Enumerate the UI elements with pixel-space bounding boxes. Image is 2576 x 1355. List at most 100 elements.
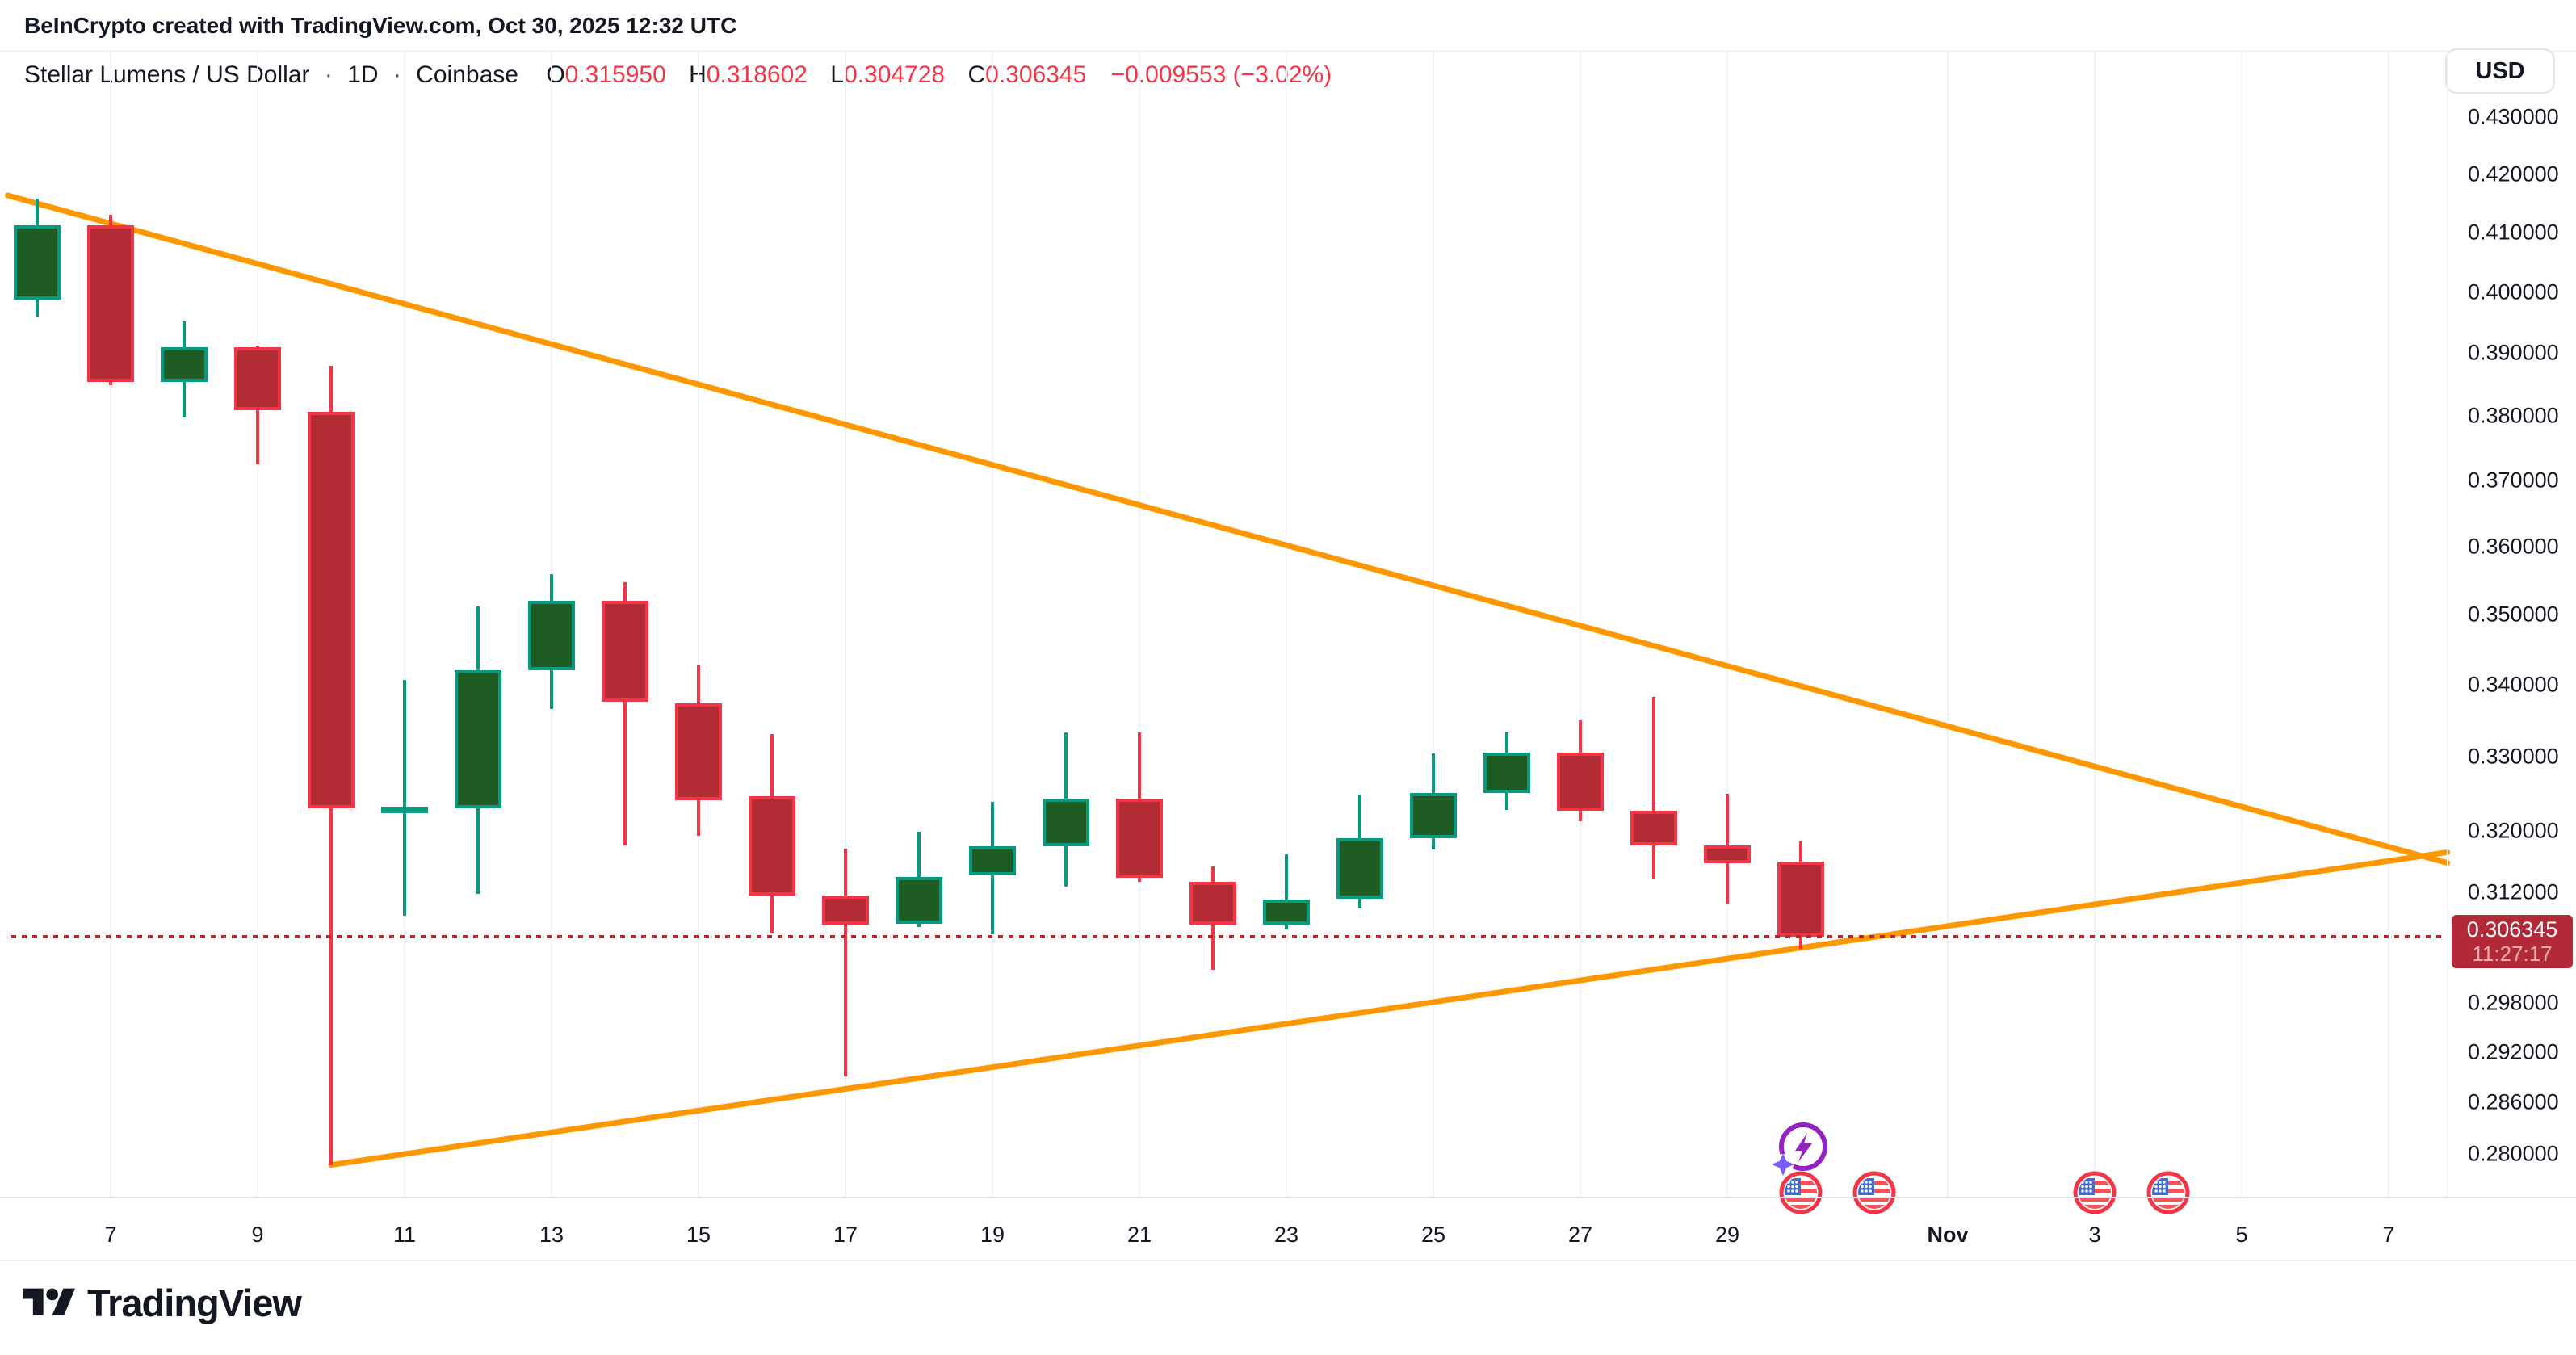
candle-body-oct-8 <box>161 347 208 382</box>
tradingview-logo[interactable]: TradingView <box>23 1281 302 1325</box>
candle-body-oct-18 <box>896 876 942 925</box>
candle-body-oct-22 <box>1189 882 1236 925</box>
candle-body-oct-17 <box>822 895 869 925</box>
candle-body-oct-25 <box>1410 792 1457 838</box>
timeframe-label[interactable]: 1D <box>347 61 379 88</box>
price-tick-label: 0.370000 <box>2468 468 2559 493</box>
time-axis-divider <box>0 1197 2576 1198</box>
candle-wick <box>844 848 847 1076</box>
ohlc-values: O0.315950 H0.318602 L0.304728 C0.306345 … <box>546 61 1332 88</box>
price-tick-label: 0.420000 <box>2468 162 2559 187</box>
high-value: 0.318602 <box>706 61 808 88</box>
change-value: −0.009553 (−3.02%) <box>1110 61 1332 88</box>
exchange-label[interactable]: Coinbase <box>416 61 518 88</box>
open-value: 0.315950 <box>564 61 666 88</box>
symbol-name[interactable]: Stellar Lumens / US Dollar <box>24 61 310 88</box>
date-tick-label-25: 25 <box>1420 1223 1446 1247</box>
vertical-gridline <box>1433 52 1434 1197</box>
date-tick-label-13: 13 <box>539 1223 564 1247</box>
price-tick-label: 0.380000 <box>2468 403 2559 428</box>
vertical-gridline <box>992 52 993 1197</box>
candle-body-oct-26 <box>1483 752 1530 793</box>
candle-wick <box>403 679 406 916</box>
date-tick-label-11: 11 <box>392 1223 417 1247</box>
vertical-gridline <box>110 52 111 1197</box>
vertical-gridline <box>1286 52 1287 1197</box>
candle-wick <box>1652 696 1655 879</box>
vertical-gridline <box>2241 52 2242 1197</box>
price-tick-label: 0.400000 <box>2468 279 2559 304</box>
date-tick-label-7: 7 <box>2382 1223 2395 1247</box>
low-value: 0.304728 <box>843 61 946 88</box>
date-tick-label-23: 23 <box>1273 1223 1299 1247</box>
price-tick-label: 0.292000 <box>2468 1039 2559 1064</box>
date-tick-label-27: 27 <box>1567 1223 1593 1247</box>
date-tick-label-15: 15 <box>686 1223 711 1247</box>
candle-body-oct-23 <box>1263 899 1310 925</box>
descending-resistance-trendline[interactable] <box>5 192 2451 866</box>
separator-dot: · <box>392 61 401 88</box>
vertical-gridline <box>1139 52 1140 1197</box>
date-tick-label-17: 17 <box>833 1223 858 1247</box>
candle-body-oct-20 <box>1043 799 1089 846</box>
date-tick-label-19: 19 <box>980 1223 1005 1247</box>
attribution-text: BeInCrypto created with TradingView.com,… <box>24 13 737 38</box>
price-tick-label: 0.410000 <box>2468 220 2559 245</box>
high-label: H <box>689 61 707 88</box>
candle-body-oct-9 <box>234 347 281 410</box>
price-tick-label: 0.360000 <box>2468 534 2559 559</box>
date-tick-label-7: 7 <box>104 1223 117 1247</box>
price-axis-divider <box>2447 52 2448 1197</box>
candle-body-oct-10 <box>308 412 355 809</box>
symbol-info-row[interactable]: Stellar Lumens / US Dollar · 1D · Coinba… <box>24 61 1332 89</box>
vertical-gridline <box>698 52 699 1197</box>
low-label: L <box>830 61 844 88</box>
candle-body-oct-6 <box>14 224 61 300</box>
candle-body-oct-7 <box>87 224 134 382</box>
price-tick-label: 0.350000 <box>2468 602 2559 627</box>
candle-body-oct-21 <box>1116 799 1163 878</box>
header-divider <box>0 50 2576 52</box>
price-tick-label: 0.320000 <box>2468 818 2559 843</box>
ascending-support-trendline[interactable] <box>328 849 2451 1168</box>
tradingview-logo-text: TradingView <box>87 1282 302 1324</box>
candle-body-oct-12 <box>455 670 501 809</box>
vertical-gridline <box>1947 52 1949 1197</box>
candle-body-oct-14 <box>602 600 648 702</box>
vertical-gridline <box>404 52 405 1197</box>
us-flag-event-icon[interactable] <box>1778 1170 1823 1215</box>
close-value: 0.306345 <box>985 61 1087 88</box>
candle-body-oct-16 <box>749 795 795 896</box>
tradingview-logo-icon <box>23 1282 76 1324</box>
candle-body-oct-30 <box>1777 862 1824 937</box>
us-flag-event-icon[interactable] <box>1852 1170 1897 1215</box>
candle-wick <box>1285 854 1288 930</box>
price-tick-label: 0.330000 <box>2468 744 2559 769</box>
current-price-value: 0.306345 <box>2466 917 2558 942</box>
candle-body-oct-11 <box>381 807 428 814</box>
candle-body-oct-29 <box>1704 845 1751 863</box>
lightning-event-icon[interactable] <box>1769 1119 1832 1182</box>
price-tick-label: 0.340000 <box>2468 672 2559 697</box>
footer-divider <box>0 1260 2576 1261</box>
price-tick-label: 0.312000 <box>2468 879 2559 904</box>
price-tick-label: 0.430000 <box>2468 104 2559 129</box>
candle-wick <box>623 582 627 845</box>
currency-toggle-button[interactable]: USD <box>2445 48 2555 94</box>
vertical-gridline <box>257 52 258 1197</box>
current-price-badge: 0.306345 11:27:17 <box>2452 915 2573 968</box>
date-tick-label-29: 29 <box>1714 1223 1740 1247</box>
vertical-gridline <box>1726 52 1728 1197</box>
candle-body-oct-19 <box>969 845 1016 875</box>
price-tick-label: 0.298000 <box>2468 990 2559 1015</box>
date-tick-label-21: 21 <box>1126 1223 1152 1247</box>
us-flag-event-icon[interactable] <box>2072 1170 2117 1215</box>
vertical-gridline <box>845 52 846 1197</box>
date-tick-label-3: 3 <box>2088 1223 2101 1247</box>
price-tick-label: 0.390000 <box>2468 340 2559 365</box>
price-tick-label: 0.286000 <box>2468 1089 2559 1114</box>
us-flag-event-icon[interactable] <box>2146 1170 2191 1215</box>
